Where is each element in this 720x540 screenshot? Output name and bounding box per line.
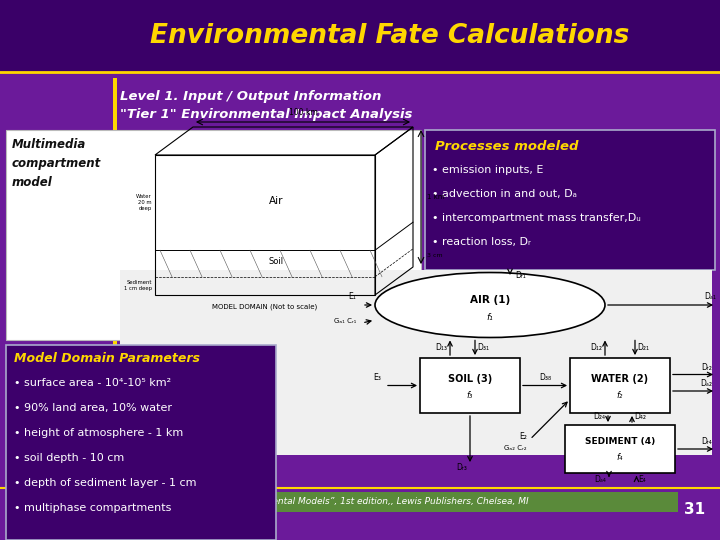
Text: • surface area - 10⁴-10⁵ km²: • surface area - 10⁴-10⁵ km²: [14, 378, 171, 388]
Text: MODEL DOMAIN (Not to scale): MODEL DOMAIN (Not to scale): [212, 304, 318, 310]
Text: SEDIMENT (4): SEDIMENT (4): [585, 437, 655, 446]
Text: 31: 31: [684, 503, 705, 517]
Text: • multiphase compartments: • multiphase compartments: [14, 503, 171, 513]
Text: D₂₁: D₂₁: [637, 343, 649, 352]
Text: D₄₂: D₄₂: [634, 412, 646, 421]
Bar: [120, 270, 712, 455]
Text: E₃: E₃: [373, 374, 381, 382]
Bar: [88, 492, 678, 512]
Text: • emission inputs, E: • emission inputs, E: [432, 165, 544, 175]
Text: Model Domain Parameters: Model Domain Parameters: [14, 352, 200, 365]
Text: Dᵣ₃: Dᵣ₃: [456, 463, 467, 472]
Text: "Tier 1" Environmental Impact Analysis: "Tier 1" Environmental Impact Analysis: [120, 108, 413, 121]
Text: f₁: f₁: [487, 313, 493, 321]
Text: Air: Air: [269, 196, 283, 206]
Bar: [420, 358, 520, 413]
Text: Water
20 m
deep: Water 20 m deep: [136, 194, 152, 211]
Text: Sediment
1 cm deep: Sediment 1 cm deep: [124, 280, 152, 291]
Text: Soil: Soil: [269, 256, 284, 266]
Bar: [0, 0, 720, 72]
Text: Gₐ₂ Cᵣ₂: Gₐ₂ Cᵣ₂: [505, 446, 527, 451]
Text: D₂₄: D₂₄: [593, 412, 605, 421]
Text: Dₐ₁: Dₐ₁: [704, 292, 716, 301]
Text: SOIL (3): SOIL (3): [448, 374, 492, 384]
Text: f₃: f₃: [467, 391, 473, 400]
Text: D₁₂: D₁₂: [590, 343, 602, 352]
Bar: [570, 358, 670, 413]
Text: 1 km: 1 km: [427, 194, 445, 200]
Text: D₃₁: D₃₁: [477, 343, 489, 352]
Text: Environmental Fate Calculations: Environmental Fate Calculations: [150, 23, 630, 49]
Text: AIR (1): AIR (1): [470, 295, 510, 305]
Text: • depth of sediment layer - 1 cm: • depth of sediment layer - 1 cm: [14, 478, 197, 488]
Text: E₁: E₁: [348, 292, 356, 301]
Text: Gₐ₁ Cᵣ₁: Gₐ₁ Cᵣ₁: [333, 318, 356, 324]
Bar: [6, 345, 276, 540]
Bar: [113, 78, 117, 428]
Text: Tech: Tech: [73, 521, 102, 531]
Text: E₂: E₂: [519, 433, 527, 441]
Text: D₃₈: D₃₈: [539, 374, 551, 382]
Text: Multimedia
compartment
model: Multimedia compartment model: [12, 138, 102, 189]
Ellipse shape: [375, 273, 605, 338]
Text: Dᵣ₄: Dᵣ₄: [701, 437, 712, 446]
Text: • 90% land area, 10% water: • 90% land area, 10% water: [14, 403, 172, 413]
Bar: [6, 130, 421, 340]
Text: f₄: f₄: [617, 453, 624, 462]
Text: Dₐ₄: Dₐ₄: [594, 475, 606, 484]
Text: • height of atmosphere - 1 km: • height of atmosphere - 1 km: [14, 428, 184, 438]
Text: D₁₃: D₁₃: [435, 343, 447, 352]
Text: Mackay, D. 1991, “Multimedia Environmental Models”, 1st edition,, Lewis Publishe: Mackay, D. 1991, “Multimedia Environment…: [91, 497, 528, 507]
Text: • intercompartment mass transfer,Dᵤ: • intercompartment mass transfer,Dᵤ: [432, 213, 641, 223]
Text: Dₐ₂: Dₐ₂: [700, 379, 712, 388]
Text: E₄: E₄: [639, 475, 647, 484]
Text: WATER (2): WATER (2): [591, 374, 649, 384]
Text: f₂: f₂: [617, 391, 624, 400]
Text: 3 cm: 3 cm: [427, 253, 443, 258]
Text: Dᵣ₂: Dᵣ₂: [701, 362, 712, 372]
Bar: [425, 130, 715, 270]
Text: • soil depth - 10 cm: • soil depth - 10 cm: [14, 453, 125, 463]
Text: • reaction loss, Dᵣ: • reaction loss, Dᵣ: [432, 237, 531, 247]
Text: Level 1. Input / Output Information: Level 1. Input / Output Information: [120, 90, 382, 103]
Text: Dᵣ₁: Dᵣ₁: [515, 271, 526, 280]
Text: Processes modeled: Processes modeled: [435, 140, 578, 153]
Bar: [565, 425, 675, 473]
Text: 100 km: 100 km: [289, 108, 318, 117]
Text: Michigan: Michigan: [12, 519, 76, 532]
Text: • advection in and out, Dₐ: • advection in and out, Dₐ: [432, 189, 577, 199]
